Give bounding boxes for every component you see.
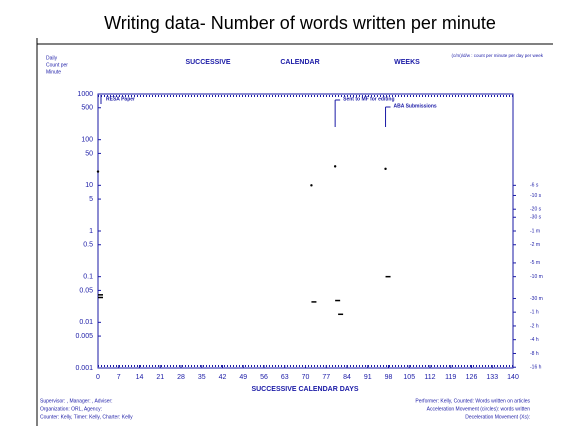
footer-left: Counter: Kelly, Timer: Kelly, Charter: K… (40, 414, 133, 420)
y-tick-label: 1000 (77, 91, 93, 98)
right-tick-label: -30 m (530, 296, 543, 302)
plot-frame (97, 93, 514, 369)
y-tick-label: 100 (81, 137, 93, 144)
x-tick-label: 70 (302, 374, 310, 381)
right-tick-label: -1 m (530, 228, 540, 234)
y-tick-label: 0.001 (75, 365, 93, 372)
right-tick-label: -4 h (530, 337, 539, 343)
footer-left: Supervisor: , Manager: , Adviser: (40, 398, 113, 404)
right-tick-label: -2 m (530, 242, 540, 248)
footer-right: Performer: Kelly, Counted: Words written… (415, 398, 530, 404)
x-tick-label: 21 (156, 374, 164, 381)
right-tick-label: -6 s (530, 183, 539, 189)
x-axis-label: SUCCESSIVE CALENDAR DAYS (251, 386, 358, 393)
y-tick-label: 5 (89, 196, 93, 203)
y-tick-label: 0.01 (79, 319, 93, 326)
chart-title: Writing data- Number of words written pe… (104, 13, 496, 33)
annotation: ABA Submissions (394, 103, 437, 109)
x-tick-label: 0 (96, 374, 100, 381)
right-tick-label: -10 m (530, 274, 543, 280)
footer-right: Deceleration Movement (Xs): (465, 414, 530, 420)
data-point (96, 170, 100, 173)
y-tick-label: 0.005 (75, 333, 93, 340)
y-axis-label: Daily (46, 55, 58, 61)
annotation: Sent to MF for editing (343, 96, 394, 102)
right-tick-label: -2 h (530, 323, 539, 329)
x-tick-label: 98 (385, 374, 393, 381)
x-tick-label: 56 (260, 374, 268, 381)
annotation: RESA Paper (106, 96, 135, 102)
x-tick-label: 35 (198, 374, 206, 381)
y-tick-label: 500 (81, 105, 93, 112)
y-tick-label: 0.5 (83, 242, 93, 249)
top-label: WEEKS (394, 59, 420, 66)
right-tick-label: -1 h (530, 309, 539, 315)
y-tick-label: 50 (85, 150, 93, 157)
data-point (333, 165, 337, 168)
y-axis-label: Count per (46, 62, 68, 68)
x-tick-label: 133 (486, 374, 498, 381)
right-tick-label: -16 h (530, 365, 542, 371)
top-label: SUCCESSIVE (185, 59, 230, 66)
x-tick-label: 91 (364, 374, 372, 381)
x-tick-label: 126 (466, 374, 478, 381)
right-tick-label: -30 s (530, 215, 542, 221)
x-tick-label: 63 (281, 374, 289, 381)
right-tick-label: -10 s (530, 193, 542, 199)
x-tick-label: 28 (177, 374, 185, 381)
x-tick-label: 14 (136, 374, 144, 381)
y-tick-label: 1 (89, 228, 93, 235)
footer-left: Organization: ORL, Agency: (40, 406, 102, 412)
y-tick-label: 10 (85, 182, 93, 189)
x-tick-label: 140 (507, 374, 519, 381)
x-tick-label: 112 (424, 374, 435, 381)
y-tick-label: 0.1 (83, 274, 93, 281)
x-tick-label: 49 (239, 374, 247, 381)
x-tick-label: 84 (343, 374, 351, 381)
data-point (384, 167, 387, 171)
top-label: CALENDAR (280, 59, 319, 66)
y-axis-label: Minute (46, 69, 61, 75)
data-point (310, 184, 313, 187)
footer-right: Acceleration Movement (circles): words w… (427, 406, 531, 412)
right-tick-label: -8 h (530, 351, 539, 357)
top-note: (c/m)/d/w : count per minute per day per… (451, 53, 543, 58)
x-tick-label: 77 (322, 374, 330, 381)
y-tick-label: 0.05 (79, 287, 93, 294)
x-tick-label: 105 (403, 374, 415, 381)
x-tick-label: 119 (445, 374, 456, 381)
x-tick-label: 7 (117, 374, 121, 381)
right-tick-label: -20 s (530, 207, 542, 213)
right-tick-label: -5 m (530, 260, 540, 266)
x-tick-label: 42 (219, 374, 227, 381)
